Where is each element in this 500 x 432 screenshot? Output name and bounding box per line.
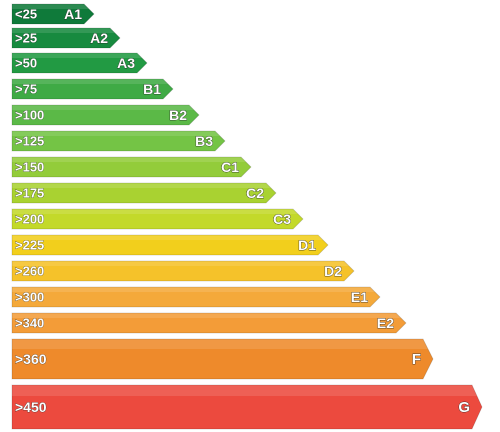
band-range-label: >300 bbox=[15, 290, 44, 305]
band-arrow bbox=[11, 3, 95, 25]
band-arrow bbox=[11, 338, 434, 380]
band-arrow bbox=[11, 260, 355, 282]
band-class-label: B3 bbox=[195, 133, 213, 149]
band-highlight bbox=[12, 105, 194, 110]
rating-band-e2: >340 E2 bbox=[11, 312, 407, 334]
band-range-label: >450 bbox=[15, 399, 47, 415]
band-range-label: >25 bbox=[15, 31, 37, 46]
band-highlight bbox=[12, 235, 323, 240]
band-arrow bbox=[11, 182, 277, 204]
band-highlight bbox=[12, 131, 220, 136]
band-range-label: >260 bbox=[15, 264, 44, 279]
band-class-label: C3 bbox=[273, 211, 291, 227]
band-arrow bbox=[11, 208, 304, 230]
band-highlight bbox=[12, 385, 477, 396]
band-arrow bbox=[11, 130, 226, 152]
band-highlight bbox=[12, 209, 298, 214]
band-arrow bbox=[11, 384, 483, 430]
band-arrow bbox=[11, 234, 329, 256]
rating-band-b1: >75 B1 bbox=[11, 78, 174, 100]
band-range-label: >125 bbox=[15, 134, 44, 149]
band-range-label: >150 bbox=[15, 160, 44, 175]
band-class-label: B1 bbox=[143, 81, 161, 97]
band-range-label: >50 bbox=[15, 56, 37, 71]
band-arrow bbox=[11, 312, 407, 334]
band-range-label: >340 bbox=[15, 316, 44, 331]
band-highlight bbox=[12, 313, 401, 318]
band-range-label: >200 bbox=[15, 212, 44, 227]
band-class-label: A3 bbox=[117, 55, 135, 71]
band-class-label: D1 bbox=[298, 237, 316, 253]
band-class-label: C2 bbox=[246, 185, 264, 201]
band-class-label: B2 bbox=[169, 107, 187, 123]
rating-band-e1: >300 E1 bbox=[11, 286, 381, 308]
band-range-label: >225 bbox=[15, 238, 44, 253]
rating-band-c2: >175 C2 bbox=[11, 182, 277, 204]
band-class-label: F bbox=[412, 351, 421, 368]
band-range-label: >360 bbox=[15, 351, 47, 367]
rating-band-c3: >200 C3 bbox=[11, 208, 304, 230]
rating-band-d1: >225 D1 bbox=[11, 234, 329, 256]
band-arrow bbox=[11, 27, 121, 49]
band-class-label: C1 bbox=[221, 159, 239, 175]
rating-band-a2: >25 A2 bbox=[11, 27, 121, 49]
band-arrow bbox=[11, 156, 252, 178]
rating-band-g: >450 G bbox=[11, 384, 483, 430]
band-class-label: A2 bbox=[90, 30, 108, 46]
band-range-label: <25 bbox=[15, 7, 37, 22]
band-highlight bbox=[12, 287, 375, 292]
band-class-label: D2 bbox=[324, 263, 342, 279]
band-range-label: >175 bbox=[15, 186, 44, 201]
rating-band-c1: >150 C1 bbox=[11, 156, 252, 178]
rating-band-d2: >260 D2 bbox=[11, 260, 355, 282]
band-arrow bbox=[11, 286, 381, 308]
rating-band-b3: >125 B3 bbox=[11, 130, 226, 152]
band-highlight bbox=[12, 157, 246, 162]
rating-band-a3: >50 A3 bbox=[11, 52, 148, 74]
band-class-label: G bbox=[458, 399, 470, 416]
band-class-label: A1 bbox=[64, 6, 82, 22]
band-class-label: E1 bbox=[351, 289, 368, 305]
band-arrow bbox=[11, 78, 174, 100]
band-highlight bbox=[12, 53, 142, 58]
band-highlight bbox=[12, 261, 349, 266]
band-highlight bbox=[12, 79, 168, 84]
band-range-label: >100 bbox=[15, 108, 44, 123]
band-range-label: >75 bbox=[15, 82, 37, 97]
rating-band-a1: <25 A1 bbox=[11, 3, 95, 25]
rating-band-f: >360 F bbox=[11, 338, 434, 380]
band-class-label: E2 bbox=[377, 315, 394, 331]
band-arrow bbox=[11, 104, 200, 126]
band-highlight bbox=[12, 28, 115, 33]
band-highlight bbox=[12, 183, 271, 188]
rating-band-b2: >100 B2 bbox=[11, 104, 200, 126]
band-highlight bbox=[12, 339, 428, 349]
band-arrow bbox=[11, 52, 148, 74]
band-highlight bbox=[12, 4, 89, 9]
